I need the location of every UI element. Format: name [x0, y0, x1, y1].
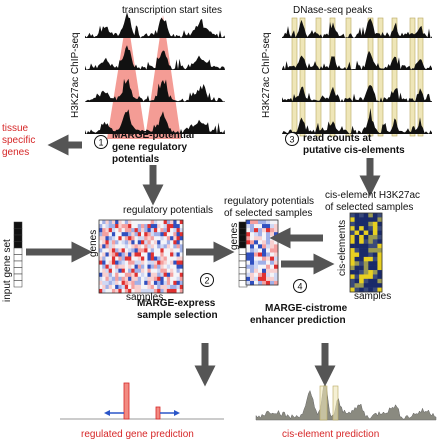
tissue-label-line1: tissue — [2, 123, 29, 134]
regulated-gene-prediction-label: regulated gene prediction — [81, 429, 194, 440]
heatmap-main-border — [98, 219, 184, 294]
step3-number: 3 — [289, 135, 294, 145]
step1-line1: MARGE-potential — [112, 130, 194, 141]
tss-arrow-2-head — [174, 410, 180, 416]
step4-circle — [293, 279, 307, 293]
step1-number: 1 — [98, 138, 103, 148]
gene-prediction-track — [60, 382, 224, 420]
dnase-peak-10 — [417, 17, 424, 137]
left-track-2 — [85, 45, 225, 70]
cis-element-heatmap — [349, 212, 383, 293]
dnase-title: DNase-seq peaks — [293, 5, 372, 16]
regpot-sel-line1: regulatory potentials — [224, 196, 314, 207]
right-chipseq-tracks — [282, 18, 432, 134]
step1-line2: gene regulatory — [112, 142, 187, 153]
step3-circle — [285, 132, 299, 146]
dnase-peak-2 — [299, 17, 306, 137]
cis-element-prediction-label: cis-element prediction — [282, 429, 379, 440]
left-track-4 — [85, 109, 225, 134]
samples-label-right: samples — [354, 291, 391, 302]
tss-highlight-2 — [145, 15, 181, 139]
step4-number: 4 — [297, 282, 302, 292]
dnase-peak-7 — [377, 17, 384, 137]
tss-arrow-1-head — [104, 410, 110, 416]
step2-number: 2 — [204, 276, 209, 286]
tss-title: transcription start sites — [122, 5, 222, 16]
cis-elements-label: cis-elements — [337, 220, 348, 276]
step4-line2: enhancer prediction — [250, 315, 346, 326]
heatmap-cis-border — [349, 212, 383, 293]
left-track-3 — [85, 78, 225, 102]
cis-prediction-signal — [255, 383, 437, 421]
step2-line1: MARGE-express — [137, 298, 216, 309]
chipseq-label-left: H3K27ac ChIP-seq — [70, 32, 81, 118]
tss-highlights — [107, 15, 181, 139]
input-gene-set-column — [13, 221, 23, 288]
cis-element-prediction-track — [255, 383, 437, 421]
left-chipseq-tracks — [85, 12, 225, 134]
dnase-peak-8 — [391, 17, 398, 137]
chipseq-label-right: H3K27ac ChIP-seq — [261, 32, 272, 118]
cis-title-line1: cis-element H3K27ac — [325, 190, 420, 201]
genes-label-left: genes — [88, 230, 99, 257]
gene-prediction-bar-1 — [123, 382, 130, 420]
dnase-peak-5 — [345, 17, 352, 137]
left-track-1 — [85, 12, 225, 38]
selected-samples-heatmap — [245, 219, 279, 286]
input-gene-set-label: input gene set — [2, 239, 13, 302]
step2-circle — [200, 273, 214, 287]
dnase-peak-3 — [315, 17, 322, 137]
heatmap-sel-border — [245, 219, 279, 286]
step4-line1: MARGE-cistrome — [265, 303, 348, 314]
cis-title-line2: of selected samples — [325, 202, 413, 213]
dnase-peak-boxes — [291, 17, 424, 137]
step3-line1: read counts at — [303, 133, 372, 144]
regulatory-potential-heatmap — [98, 219, 184, 294]
tissue-label-line3: genes — [2, 147, 29, 158]
regpot-sel-line2: of selected samples — [224, 208, 312, 219]
step3-line2: putative cis-elements — [303, 145, 405, 156]
dnase-peak-6 — [367, 17, 374, 137]
step1-line3: potentials — [112, 154, 160, 165]
step1-circle — [94, 135, 108, 149]
tss-highlight-1 — [107, 15, 146, 139]
gene-prediction-bar-2 — [155, 406, 161, 420]
dnase-peak-4 — [329, 17, 336, 137]
right-track-4 — [282, 108, 432, 134]
right-track-2 — [282, 50, 432, 70]
samples-label-left: samples — [126, 292, 163, 303]
step2-line2: sample selection — [137, 310, 218, 321]
genes-label-mid: genes — [229, 223, 240, 250]
cis-prediction-box-1 — [319, 385, 328, 421]
dnase-peak-9 — [409, 17, 416, 137]
regpot-title: regulatory potentials — [123, 205, 213, 216]
cis-prediction-box-2 — [332, 385, 339, 421]
tissue-label-line2: specific — [2, 135, 35, 146]
right-track-1 — [282, 18, 432, 38]
right-track-3 — [282, 85, 432, 102]
